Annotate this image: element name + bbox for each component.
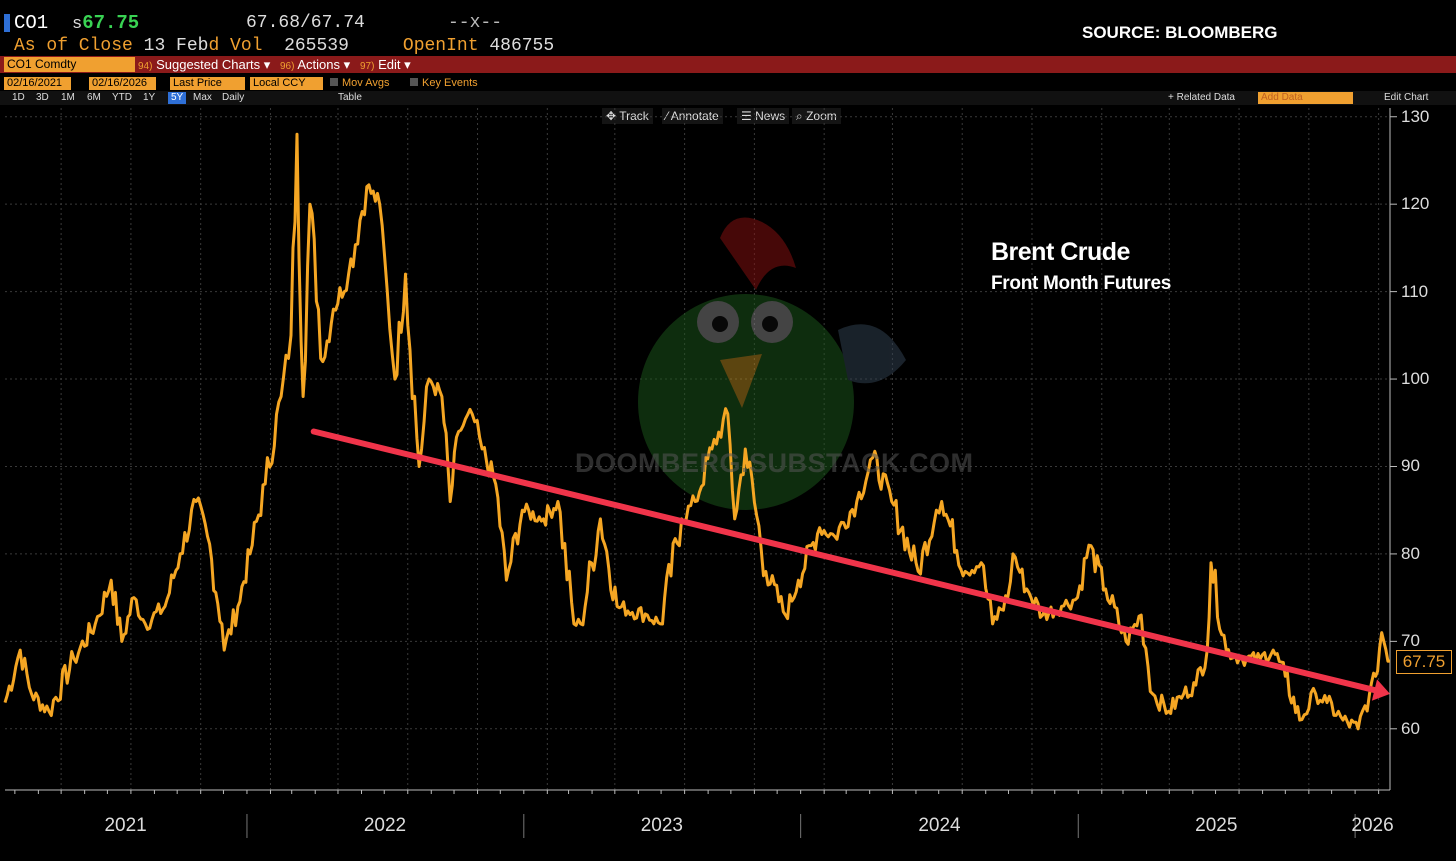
magnifier-icon: ⌕ xyxy=(796,109,803,123)
range-1d[interactable]: 1D xyxy=(12,92,25,103)
as-of-value: 13 Feb xyxy=(143,36,209,56)
watermark-text: DOOMBERG.SUBSTACK.COM xyxy=(575,448,974,478)
mov-avgs-label: Mov Avgs xyxy=(342,77,390,89)
field-select[interactable]: Last Price xyxy=(170,77,245,90)
logo-body xyxy=(638,294,854,510)
start-date-field[interactable]: 02/16/2021 xyxy=(4,77,71,90)
range-max[interactable]: Max xyxy=(193,92,212,103)
y-tick-label: 90 xyxy=(1401,456,1420,476)
zoom-label: Zoom xyxy=(806,109,837,123)
news-button[interactable]: ☰ News xyxy=(737,108,790,124)
security-input[interactable]: CO1 Comdty xyxy=(4,57,135,72)
source-label: SOURCE: BLOOMBERG xyxy=(1082,23,1278,42)
actions-label: Actions xyxy=(297,57,340,72)
currency-select[interactable]: Local CCY xyxy=(250,77,323,90)
edit-chart-button[interactable]: Edit Chart xyxy=(1384,92,1429,103)
dropdown-icon: ▾ xyxy=(263,57,271,72)
ticker-marker xyxy=(4,14,10,32)
logo-pupil-right xyxy=(762,316,778,332)
range-ytd[interactable]: YTD xyxy=(112,92,132,103)
trend-arrowhead xyxy=(1371,679,1390,701)
edit-button[interactable]: 97) Edit ▾ xyxy=(360,57,411,72)
chart-title: Brent Crude xyxy=(991,238,1130,266)
ticker-symbol: CO1 xyxy=(14,12,49,34)
suggested-charts-button[interactable]: 94) Suggested Charts ▾ xyxy=(138,57,270,72)
checkbox-icon xyxy=(330,78,338,86)
range-daily[interactable]: Daily xyxy=(222,92,245,103)
annotate-button[interactable]: ⁄ Annotate xyxy=(662,108,723,124)
table-button[interactable]: Table xyxy=(338,92,362,103)
change-placeholder: --x-- xyxy=(448,13,503,33)
chart-subtitle: Front Month Futures xyxy=(991,273,1172,294)
vol-label: d Vol xyxy=(208,36,263,56)
edit-label: Edit xyxy=(378,57,401,72)
dropdown-icon: ▾ xyxy=(404,57,411,72)
actions-num: 96) xyxy=(280,61,295,72)
y-tick-label: 60 xyxy=(1401,718,1420,738)
as-of-label: As of Close xyxy=(14,36,133,56)
range-3d[interactable]: 3D xyxy=(36,92,49,103)
trend-arrow xyxy=(310,428,1390,701)
pencil-icon: ⁄ xyxy=(666,109,669,123)
x-tick-label: 2022 xyxy=(363,815,407,836)
zoom-button[interactable]: ⌕ Zoom xyxy=(792,108,841,124)
actions-button[interactable]: 96) Actions ▾ xyxy=(280,57,350,72)
openint-label: OpenInt xyxy=(402,36,479,56)
suggested-num: 94) xyxy=(138,61,153,72)
range-bar xyxy=(0,91,1456,105)
logo-pupil-left xyxy=(712,316,728,332)
y-tick-label: 120 xyxy=(1401,194,1430,214)
key-events-toggle[interactable]: Key Events xyxy=(410,77,478,90)
checkbox-icon xyxy=(410,78,418,86)
y-tick-label: 130 xyxy=(1401,106,1430,126)
last-price: s67.75 xyxy=(72,12,139,34)
trend-line xyxy=(310,428,1378,694)
logo-comb xyxy=(720,217,796,290)
price-series xyxy=(3,132,1391,731)
add-data-input[interactable]: Add Data xyxy=(1258,92,1353,104)
logo-tail xyxy=(838,324,906,384)
range-5y[interactable]: 5Y xyxy=(168,92,187,104)
news-icon: ☰ xyxy=(741,109,752,123)
range-6m[interactable]: 6M xyxy=(87,92,101,103)
y-tick-label: 80 xyxy=(1401,543,1420,563)
x-tick-label: 2025 xyxy=(1195,815,1238,836)
price-prefix: s xyxy=(72,15,83,34)
key-events-label: Key Events xyxy=(422,77,478,89)
crosshair-icon: ✥ xyxy=(606,109,617,123)
end-date-field[interactable]: 02/16/2026 xyxy=(89,77,156,90)
annotate-label: Annotate xyxy=(670,109,719,123)
edit-num: 97) xyxy=(360,61,375,72)
x-tick-label: 2021 xyxy=(104,815,147,836)
news-label: News xyxy=(755,109,786,123)
y-axis xyxy=(5,108,1397,838)
x-tick-label: 2026 xyxy=(1351,815,1394,836)
x-tick-label: 2023 xyxy=(640,815,683,836)
suggested-label: Suggested Charts xyxy=(156,57,261,72)
vol-value: 265539 xyxy=(284,36,349,56)
price-value: 67.75 xyxy=(82,12,140,34)
mov-avgs-toggle[interactable]: Mov Avgs xyxy=(330,77,390,90)
close-info: As of Close 13 Febd Vol 265539 OpenInt 4… xyxy=(14,36,554,56)
related-data-button[interactable]: + Related Data xyxy=(1168,92,1235,103)
y-tick-label: 110 xyxy=(1401,281,1429,301)
range-1y[interactable]: 1Y xyxy=(143,92,156,103)
dropdown-icon: ▾ xyxy=(343,57,351,72)
rooster-logo xyxy=(638,217,906,510)
track-label: Track xyxy=(619,109,649,123)
y-tick-label: 100 xyxy=(1401,369,1430,389)
security-header: CO1 s67.75 67.68/67.74 --x-- As of Close… xyxy=(0,0,1456,56)
menu-bar xyxy=(0,56,1456,73)
price-line xyxy=(3,132,1391,731)
bid-ask: 67.68/67.74 xyxy=(246,13,365,33)
x-tick-label: 2024 xyxy=(918,815,961,836)
range-1m[interactable]: 1M xyxy=(61,92,75,103)
y-tick-label: 70 xyxy=(1401,631,1420,651)
logo-beak xyxy=(720,354,762,408)
last-price-label: 67.75 xyxy=(1396,650,1452,674)
openint-value: 486755 xyxy=(489,36,555,56)
